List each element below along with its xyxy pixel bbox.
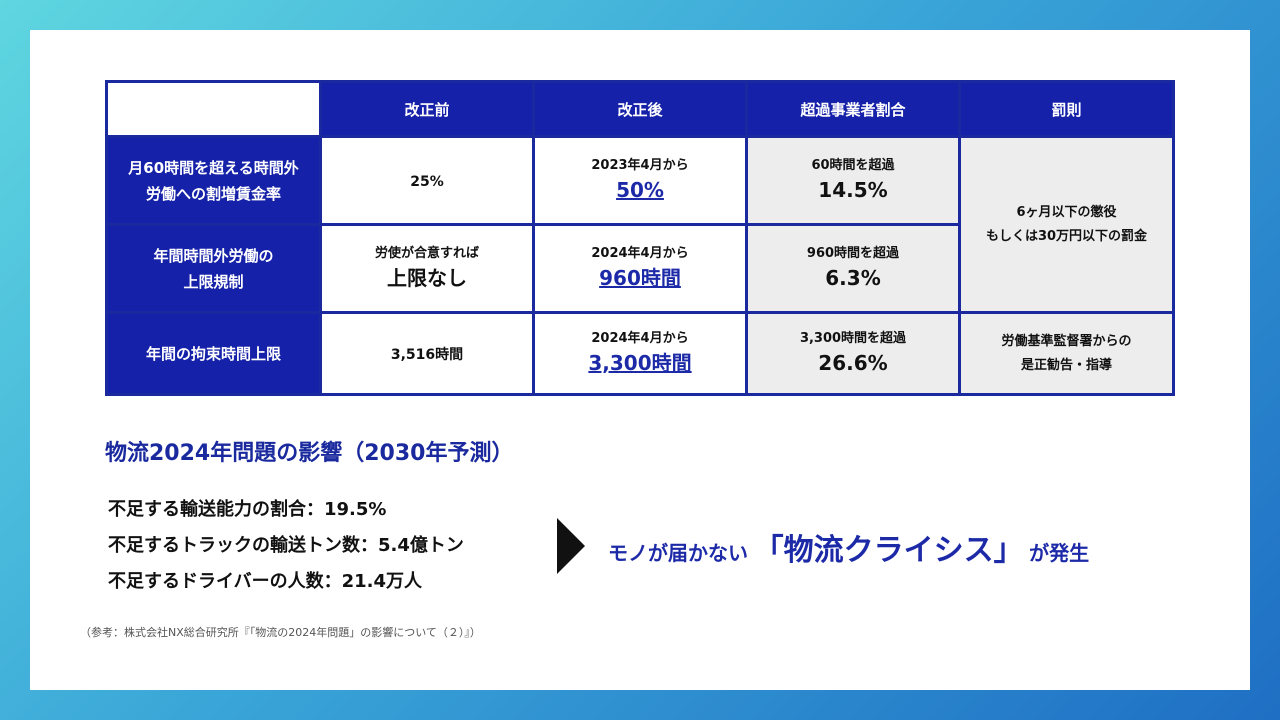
cell-before-note: 労使が合意すれば — [374, 245, 479, 261]
comparison-table: 改正前 改正後 超過事業者割合 罰則 月60時間を超える時間外 労働への割増賃金… — [105, 80, 1175, 396]
impact-item: 不足する輸送能力の割合：19.5% — [108, 499, 387, 520]
impact-item: 不足するトラックの輸送トン数：5.4億トン — [108, 535, 464, 556]
crisis-statement: モノが届かない 「物流クライシス」 が発生 — [608, 525, 1089, 569]
table-header-row: 改正前 改正後 超過事業者割合 罰則 — [108, 83, 1172, 135]
impact-item: 不足するドライバーの人数：21.4万人 — [108, 571, 423, 592]
penalty-line: 労働基準監督署からの — [1001, 333, 1132, 349]
cell-penalty-admin: 労働基準監督署からの 是正勧告・指導 — [961, 314, 1172, 393]
row-label-overtime-cap: 年間時間外労働の 上限規制 — [108, 226, 319, 312]
cell-ratio-label: 3,300時間を超過 — [799, 330, 907, 346]
header-after: 改正後 — [535, 83, 745, 135]
row-label-overtime-premium: 月60時間を超える時間外 労働への割増賃金率 — [108, 138, 319, 224]
cell-ratio-value: 6.3% — [825, 265, 881, 290]
row-label-line: 労働への割増賃金率 — [145, 184, 281, 203]
cell-ratio: 60時間を超過 14.5% — [748, 138, 958, 224]
cell-ratio-value: 14.5% — [818, 177, 888, 202]
penalty-line: 6ヶ月以下の懲役 — [1016, 204, 1117, 220]
slide-card: 改正前 改正後 超過事業者割合 罰則 月60時間を超える時間外 労働への割増賃金… — [30, 30, 1250, 690]
row-label-binding-hours: 年間の拘束時間上限 — [108, 314, 319, 393]
cell-before: 3,516時間 — [322, 314, 532, 393]
table-row: 年間時間外労働の 上限規制 労使が合意すれば 上限なし 2024年4月から 96… — [108, 226, 1172, 312]
cell-after-date: 2024年4月から — [591, 245, 689, 261]
row-label-line: 年間の拘束時間上限 — [145, 344, 281, 363]
table-row: 年間の拘束時間上限 3,516時間 2024年4月から 3,300時間 3,30… — [108, 314, 1172, 393]
crisis-post: が発生 — [1029, 541, 1090, 565]
cell-after: 2024年4月から 960時間 — [535, 226, 745, 312]
cell-before-value: 3,516時間 — [390, 346, 464, 363]
header-before: 改正前 — [322, 83, 532, 135]
cell-after: 2024年4月から 3,300時間 — [535, 314, 745, 393]
triangle-right-icon — [557, 518, 585, 574]
cell-after: 2023年4月から 50% — [535, 138, 745, 224]
row-label-line: 上限規制 — [183, 272, 244, 291]
cell-after-date: 2023年4月から — [591, 157, 689, 173]
impact-list: 不足する輸送能力の割合：19.5% 不足するトラックの輸送トン数：5.4億トン … — [108, 493, 464, 601]
cell-after-date: 2024年4月から — [591, 330, 689, 346]
cell-ratio: 3,300時間を超過 26.6% — [748, 314, 958, 393]
cell-after-value: 50% — [616, 177, 664, 202]
cell-after-value: 960時間 — [599, 265, 681, 290]
row-label-line: 年間時間外労働の — [153, 246, 274, 265]
crisis-pre: モノが届かない — [608, 541, 748, 565]
crisis-emphasis: 「物流クライシス」 — [753, 533, 1024, 568]
cell-before: 労使が合意すれば 上限なし — [322, 226, 532, 312]
cell-ratio-label: 60時間を超過 — [811, 157, 895, 173]
cell-ratio: 960時間を超過 6.3% — [748, 226, 958, 312]
impact-title: 物流2024年問題の影響（2030年予測） — [105, 441, 514, 466]
cell-ratio-value: 26.6% — [818, 350, 888, 375]
table-row: 月60時間を超える時間外 労働への割増賃金率 25% 2023年4月から 50%… — [108, 138, 1172, 312]
cell-penalty-criminal: 6ヶ月以下の懲役 もしくは30万円以下の罰金 — [961, 138, 1172, 312]
cell-before-value: 上限なし — [387, 265, 467, 290]
table-corner — [108, 83, 319, 135]
cell-after-value: 3,300時間 — [588, 350, 692, 375]
row-label-line: 月60時間を超える時間外 — [128, 158, 299, 177]
header-ratio: 超過事業者割合 — [748, 83, 958, 135]
source-citation: （参考：株式会社NX総合研究所『「物流の2024年問題」の影響について（２）』） — [80, 626, 481, 639]
cell-ratio-label: 960時間を超過 — [806, 245, 900, 261]
cell-before: 25% — [322, 138, 532, 224]
penalty-line: もしくは30万円以下の罰金 — [985, 228, 1148, 244]
cell-before-value: 25% — [410, 174, 444, 191]
header-penalty: 罰則 — [961, 83, 1172, 135]
penalty-line: 是正勧告・指導 — [1020, 357, 1112, 373]
